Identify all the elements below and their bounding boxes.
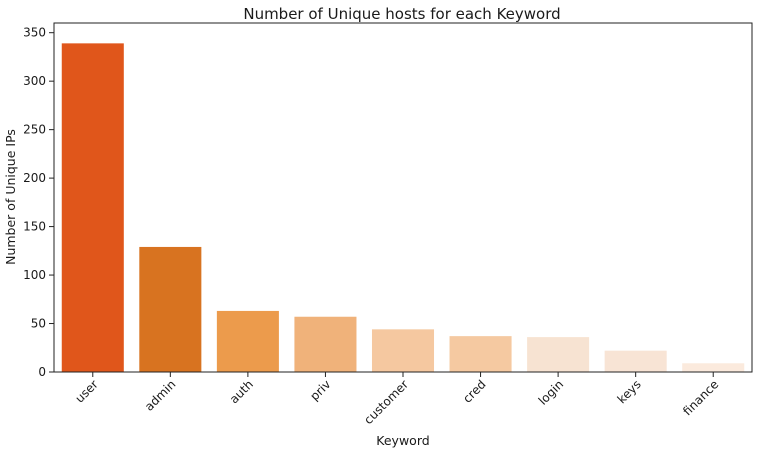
chart-title: Number of Unique hosts for each Keyword [243,5,560,23]
bar-priv [294,316,357,372]
y-tick-label: 50 [31,317,46,331]
y-tick-label: 350 [23,26,46,40]
x-tick-label: admin [142,377,178,413]
y-tick-label: 0 [38,365,46,379]
x-axis: user admin auth priv customer cred login keys fi… [72,372,721,427]
bar-finance [682,363,745,372]
x-tick-label: cred [460,377,488,405]
bar-admin [139,246,202,372]
bars-group [61,43,745,372]
bar-login [527,337,590,372]
x-tick-label: auth [227,377,256,406]
x-tick-label: keys [615,377,644,406]
y-tick-label: 250 [23,123,46,137]
bar-keys [604,350,667,372]
y-tick-label: 200 [23,171,46,185]
y-tick-label: 150 [23,220,46,234]
x-tick-label: user [72,377,100,405]
x-axis-label: Keyword [376,433,429,448]
y-tick-label: 300 [23,74,46,88]
x-tick-label: login [536,377,567,408]
x-tick-label: finance [680,377,721,418]
x-tick-label: priv [307,377,333,403]
bar-customer [371,329,435,372]
bar-cred [449,336,512,372]
y-tick-label: 100 [23,268,46,282]
bar-auth [216,310,279,372]
bar-user [61,43,124,372]
y-axis: 0 50 100 150 200 250 300 350 [23,26,54,379]
y-axis-label: Number of Unique IPs [3,129,18,265]
x-tick-label: customer [361,377,411,427]
